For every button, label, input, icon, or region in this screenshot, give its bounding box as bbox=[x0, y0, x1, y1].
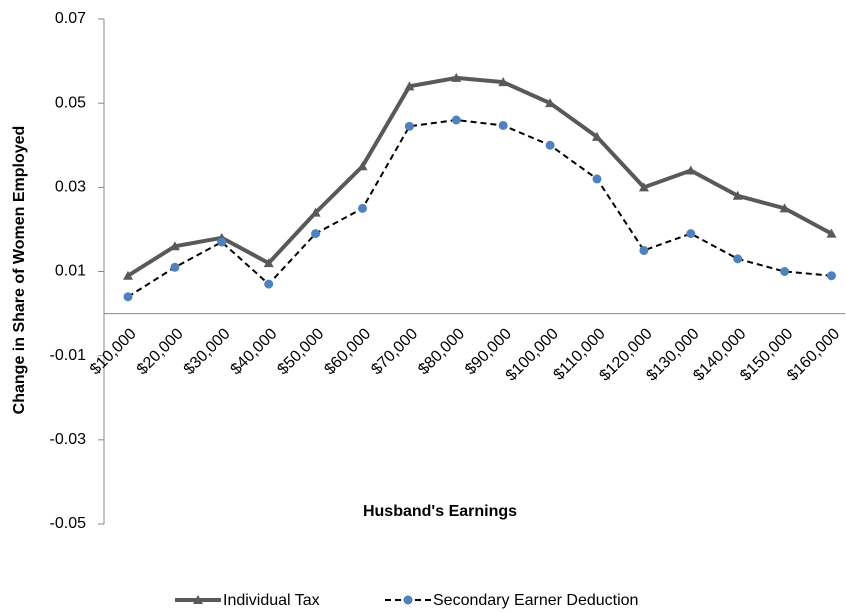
x-tick-label: $10,000 bbox=[87, 325, 140, 378]
marker bbox=[827, 271, 836, 281]
legend-label: Secondary Earner Deduction bbox=[433, 592, 638, 609]
marker bbox=[310, 207, 321, 217]
legend-label: Individual Tax bbox=[223, 592, 320, 609]
legend-marker bbox=[403, 595, 413, 605]
marker bbox=[404, 81, 415, 91]
marker bbox=[686, 229, 696, 239]
marker bbox=[123, 270, 133, 280]
legend: Individual Tax Secondary Earner Deduction bbox=[175, 592, 638, 609]
y-tick-label: 0.05 bbox=[55, 94, 86, 111]
series-line bbox=[126, 75, 833, 278]
marker bbox=[685, 165, 696, 175]
marker bbox=[358, 203, 367, 213]
marker bbox=[826, 228, 837, 238]
marker bbox=[592, 174, 602, 184]
marker bbox=[638, 182, 649, 192]
x-tick-label: $20,000 bbox=[134, 325, 187, 378]
x-tick-label: $40,000 bbox=[228, 325, 281, 378]
x-tick-label: $60,000 bbox=[321, 325, 374, 378]
marker bbox=[498, 77, 509, 87]
y-tick-label: -0.03 bbox=[50, 431, 87, 448]
marker bbox=[264, 279, 274, 289]
marker bbox=[545, 140, 555, 150]
marker bbox=[170, 262, 180, 272]
legend-marker bbox=[193, 595, 203, 604]
marker bbox=[733, 254, 743, 264]
x-tick-label: $80,000 bbox=[415, 325, 468, 378]
marker bbox=[780, 267, 790, 276]
marker bbox=[592, 131, 602, 141]
marker bbox=[451, 115, 461, 125]
series-line bbox=[127, 118, 832, 298]
y-axis-label: Change in Share of Women Employed bbox=[11, 126, 28, 415]
marker bbox=[217, 237, 227, 247]
y-tick-label: -0.05 bbox=[50, 515, 87, 532]
y-tick-label: -0.01 bbox=[50, 347, 87, 364]
marker bbox=[639, 245, 649, 255]
x-tick-label: $30,000 bbox=[181, 325, 234, 378]
y-tick-label: 0.03 bbox=[55, 179, 86, 196]
marker bbox=[123, 292, 133, 302]
marker bbox=[357, 161, 368, 171]
marker bbox=[779, 203, 790, 213]
marker bbox=[263, 258, 274, 268]
y-tick-label: 0.07 bbox=[55, 10, 86, 27]
marker bbox=[498, 120, 508, 130]
x-tick-label: $70,000 bbox=[368, 325, 421, 378]
marker bbox=[169, 241, 180, 251]
marker bbox=[451, 72, 462, 82]
y-tick-label: 0.01 bbox=[55, 263, 86, 280]
marker bbox=[732, 190, 743, 200]
marker bbox=[545, 98, 556, 108]
marker bbox=[311, 229, 321, 239]
x-axis-label: Husband's Earnings bbox=[363, 503, 517, 520]
x-tick-label: $50,000 bbox=[274, 325, 327, 378]
marker bbox=[404, 121, 414, 131]
